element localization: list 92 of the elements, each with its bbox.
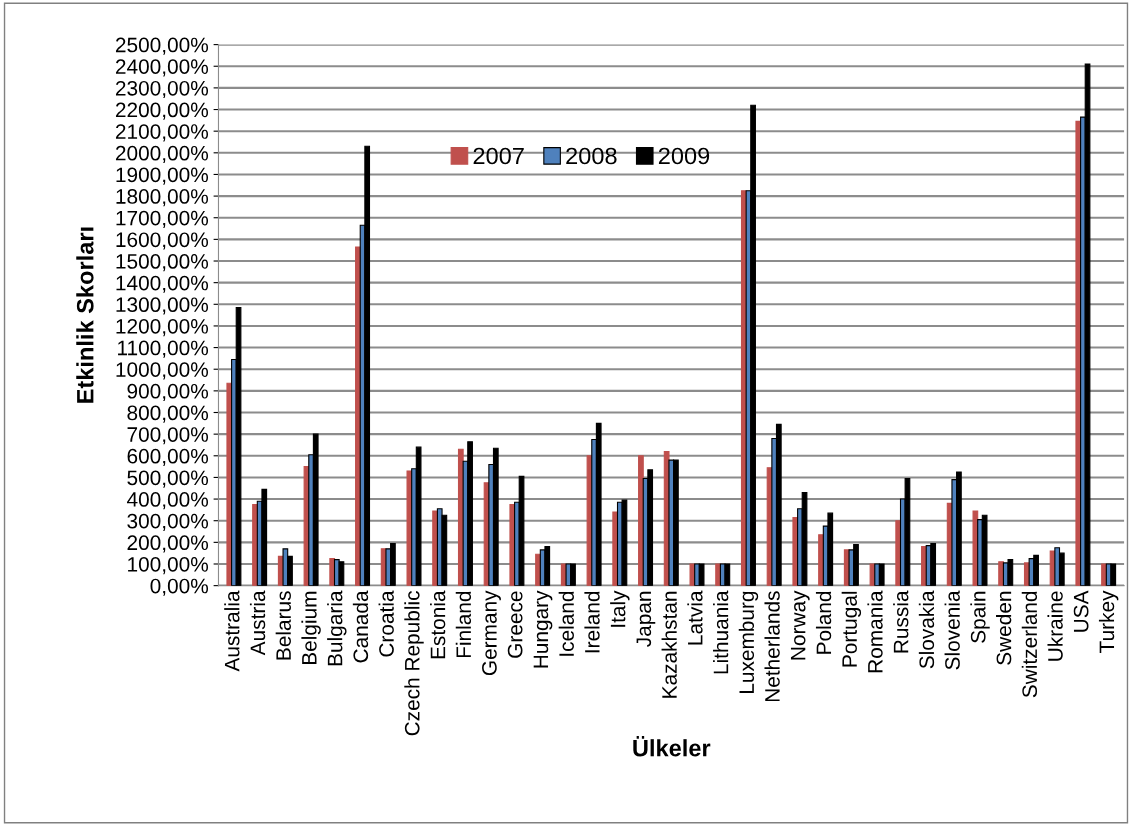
y-tick-label: 1900,00% [116, 167, 209, 185]
x-tick-label: Lithuania [713, 590, 729, 674]
x-tick-label: Norway [790, 590, 810, 660]
y-tick-label: 1100,00% [118, 340, 209, 358]
bar [518, 475, 525, 586]
x-tick-label: Belgium [301, 591, 321, 665]
x-tick-label: Slovakia [918, 590, 935, 669]
x-tick-label: Austria [249, 590, 266, 656]
bar [595, 422, 602, 586]
x-tick-label: Russia [893, 590, 909, 653]
x-tick-label: Ireland [584, 591, 600, 653]
x-tick-label: Kazakhstan [661, 591, 677, 698]
bar [1110, 563, 1117, 586]
x-tick-label: Turkey [1098, 590, 1119, 653]
y-tick-label: 2100,00% [115, 124, 209, 142]
y-tick-label: 0,00% [150, 578, 209, 596]
x-tick-label: Bulgaria [327, 590, 347, 666]
y-tick-label: 2400,00% [115, 59, 209, 77]
x-tick-label: Australia [224, 590, 240, 672]
y-tick-label: 700,00% [127, 427, 209, 445]
x-tick-label: Hungary [533, 590, 553, 668]
bar [338, 561, 345, 586]
x-tick-label: Belarus [275, 591, 291, 660]
x-tick-label: Ukraine [1047, 591, 1063, 661]
bar [544, 546, 551, 586]
y-tick-label: 1500,00% [116, 254, 209, 272]
y-tick-label: 2200,00% [115, 102, 209, 120]
bar [904, 477, 911, 586]
bar [492, 447, 499, 586]
bar [261, 488, 268, 586]
y-tick-label: 100,00% [128, 556, 209, 575]
x-tick-label: Croatia [378, 590, 394, 657]
x-tick-label: Switzerland [1021, 591, 1038, 698]
y-tick-label: 1800,00% [116, 189, 209, 207]
bar [364, 145, 371, 586]
y-tick-label: 1200,00% [116, 318, 209, 337]
y-tick-label: 1400,00% [116, 275, 209, 293]
y-tick-label: 800,00% [127, 405, 209, 423]
bar [415, 446, 422, 586]
x-tick-label: Luxemburg [738, 591, 759, 693]
bar [775, 423, 782, 586]
y-tick-label: 300,00% [127, 513, 209, 531]
x-tick-label: Germany [482, 590, 501, 676]
bar [1084, 63, 1091, 586]
x-axis-title: Ülkeler [633, 736, 711, 757]
legend-label: 2007 [473, 147, 524, 165]
x-tick-label: Sweden [996, 591, 1012, 665]
bar [981, 514, 988, 586]
x-tick-label: Czech Republic [404, 591, 424, 736]
x-tick-label: Iceland [558, 591, 574, 656]
bar [827, 512, 834, 586]
bar [698, 563, 705, 586]
y-tick-label: 400,00% [126, 492, 209, 510]
x-tick-label: Japan [636, 591, 656, 647]
bar [647, 469, 654, 586]
bar [621, 499, 628, 586]
bar [930, 542, 937, 586]
bar [638, 455, 644, 586]
x-tick-label: Greece [507, 591, 523, 658]
bar [282, 548, 289, 586]
x-tick-label: Slovenia [944, 590, 960, 670]
bar [1007, 559, 1014, 586]
bar [235, 306, 242, 586]
x-tick-label: Latvia [687, 590, 703, 645]
y-tick-label: 1300,00% [116, 297, 209, 315]
legend-label: 2009 [658, 147, 710, 165]
x-tick-label: Italy [610, 590, 630, 627]
y-tick-label: 2500,00% [115, 37, 209, 55]
bar [724, 563, 731, 586]
y-tick-label: 2300,00% [115, 80, 209, 99]
y-tick-label: 900,00% [127, 383, 209, 402]
y-tick-label: 2000,00% [115, 145, 209, 164]
x-tick-label: Spain [970, 591, 990, 643]
x-tick-label: USA [1073, 590, 1089, 632]
y-tick-label: 500,00% [127, 470, 209, 488]
y-tick-label: 600,00% [127, 448, 209, 466]
y-tick-label: 1600,00% [116, 232, 209, 250]
x-tick-label: Poland [815, 591, 832, 654]
x-tick-label: Estonia [430, 590, 446, 659]
bar [878, 563, 885, 586]
y-tick-label: 200,00% [127, 535, 209, 553]
x-tick-label: Romania [867, 590, 883, 673]
x-tick-label: Portugal [841, 591, 862, 667]
y-tick-label: 1000,00% [116, 362, 209, 380]
x-tick-label: Netherlands [764, 591, 780, 702]
x-tick-label: Canada [352, 590, 369, 663]
legend-label: 2008 [566, 147, 617, 165]
y-axis-title: Etkinlik Skorları [76, 227, 94, 403]
bar [801, 492, 808, 586]
y-tick-label: 1700,00% [116, 210, 209, 228]
bar [312, 433, 319, 586]
x-tick-label: Finland [455, 591, 472, 658]
